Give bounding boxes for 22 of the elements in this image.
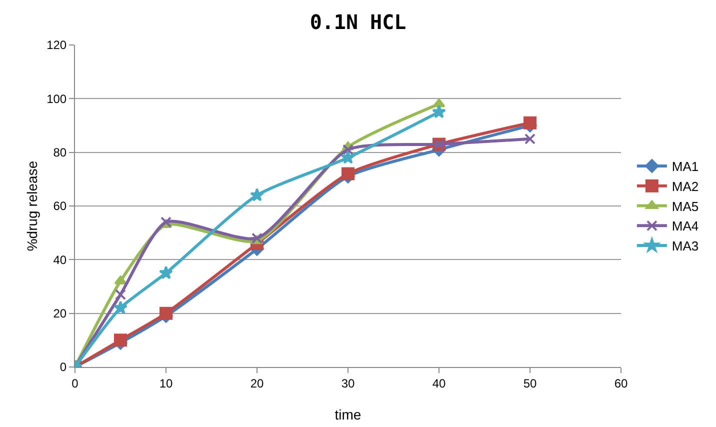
x-tick-label: 20 (250, 376, 264, 390)
y-axis-title: %drug release (24, 160, 40, 252)
y-tick-label: 100 (46, 92, 67, 106)
x-tick-label: 50 (523, 376, 537, 390)
legend-label: MA2 (672, 178, 699, 194)
x-axis-title: time (334, 406, 362, 423)
x-tick-label: 60 (614, 376, 628, 390)
legend-label: MA3 (672, 238, 699, 254)
legend-label: MA4 (672, 218, 699, 234)
legend-label: MA1 (672, 159, 699, 174)
y-tick-label: 80 (53, 146, 67, 160)
y-tick-label: 40 (53, 252, 67, 267)
x-tick-label: 40 (432, 376, 446, 390)
x-tick-label: 0 (72, 376, 79, 390)
y-tick-label: 60 (53, 199, 67, 214)
x-tick-label: 10 (159, 376, 173, 390)
legend-label: MA5 (672, 198, 699, 214)
y-tick-label: 20 (53, 306, 67, 321)
y-tick-label: 0 (60, 360, 67, 374)
x-tick-label: 30 (341, 376, 355, 390)
chart-title: 0.1N HCL (310, 10, 406, 34)
y-tick-label: 120 (46, 38, 67, 52)
